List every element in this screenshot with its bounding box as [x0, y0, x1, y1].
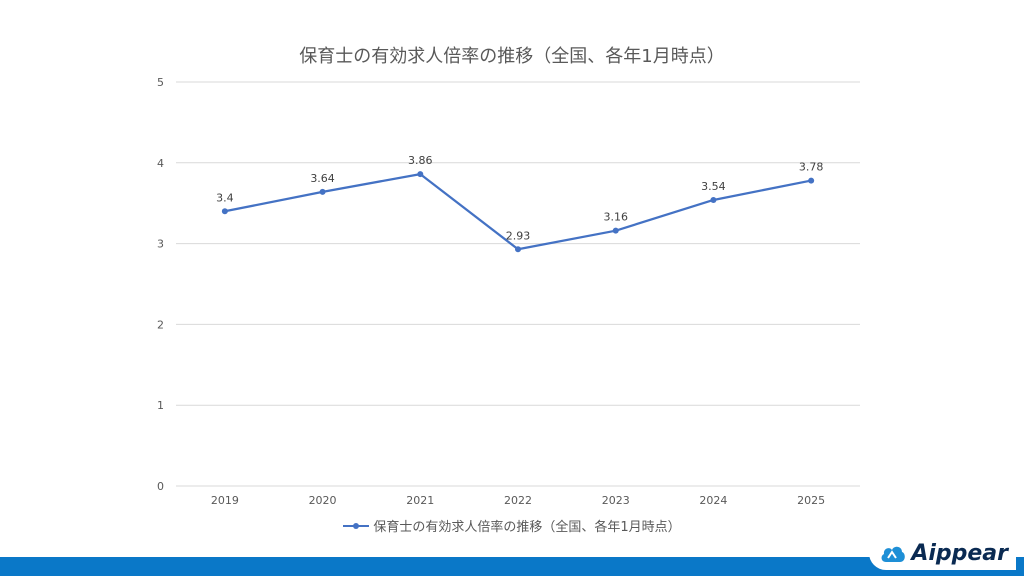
x-tick-label: 2021: [406, 494, 434, 507]
y-tick-label: 5: [157, 76, 164, 89]
data-label: 3.86: [408, 154, 433, 167]
x-tick-label: 2025: [797, 494, 825, 507]
data-label: 2.93: [506, 229, 531, 242]
brand-logo: Aippear: [869, 536, 1016, 570]
x-tick-label: 2022: [504, 494, 532, 507]
y-tick-label: 3: [157, 238, 164, 251]
y-tick-label: 1: [157, 399, 164, 412]
data-point: [319, 188, 326, 195]
y-tick-label: 2: [157, 318, 164, 331]
data-point: [417, 171, 424, 178]
cloud-icon: [881, 546, 906, 562]
data-label: 3.16: [603, 211, 628, 224]
legend-label: 保育士の有効求人倍率の推移（全国、各年1月時点）: [373, 520, 681, 535]
y-tick-label: 0: [157, 480, 164, 493]
data-point: [612, 227, 619, 234]
data-label: 3.78: [799, 161, 824, 174]
x-tick-label: 2024: [699, 494, 727, 507]
data-point: [515, 246, 521, 253]
x-tick-label: 2020: [309, 494, 337, 507]
chart-title: 保育士の有効求人倍率の推移（全国、各年1月時点）: [299, 46, 725, 67]
x-tick-label: 2019: [211, 494, 239, 507]
y-tick-label: 4: [157, 157, 164, 170]
chart-legend: 保育士の有効求人倍率の推移（全国、各年1月時点）: [0, 516, 1024, 535]
data-point: [710, 196, 717, 203]
logo-text: Aippear: [911, 540, 1008, 566]
data-point: [808, 177, 815, 184]
x-tick-label: 2023: [602, 494, 630, 507]
data-point: [221, 208, 228, 215]
data-label: 3.64: [310, 172, 335, 185]
data-label: 3.4: [216, 191, 234, 204]
footer-bar: [0, 557, 1024, 576]
legend-line-marker: [343, 522, 370, 529]
data-label: 3.54: [701, 180, 726, 193]
